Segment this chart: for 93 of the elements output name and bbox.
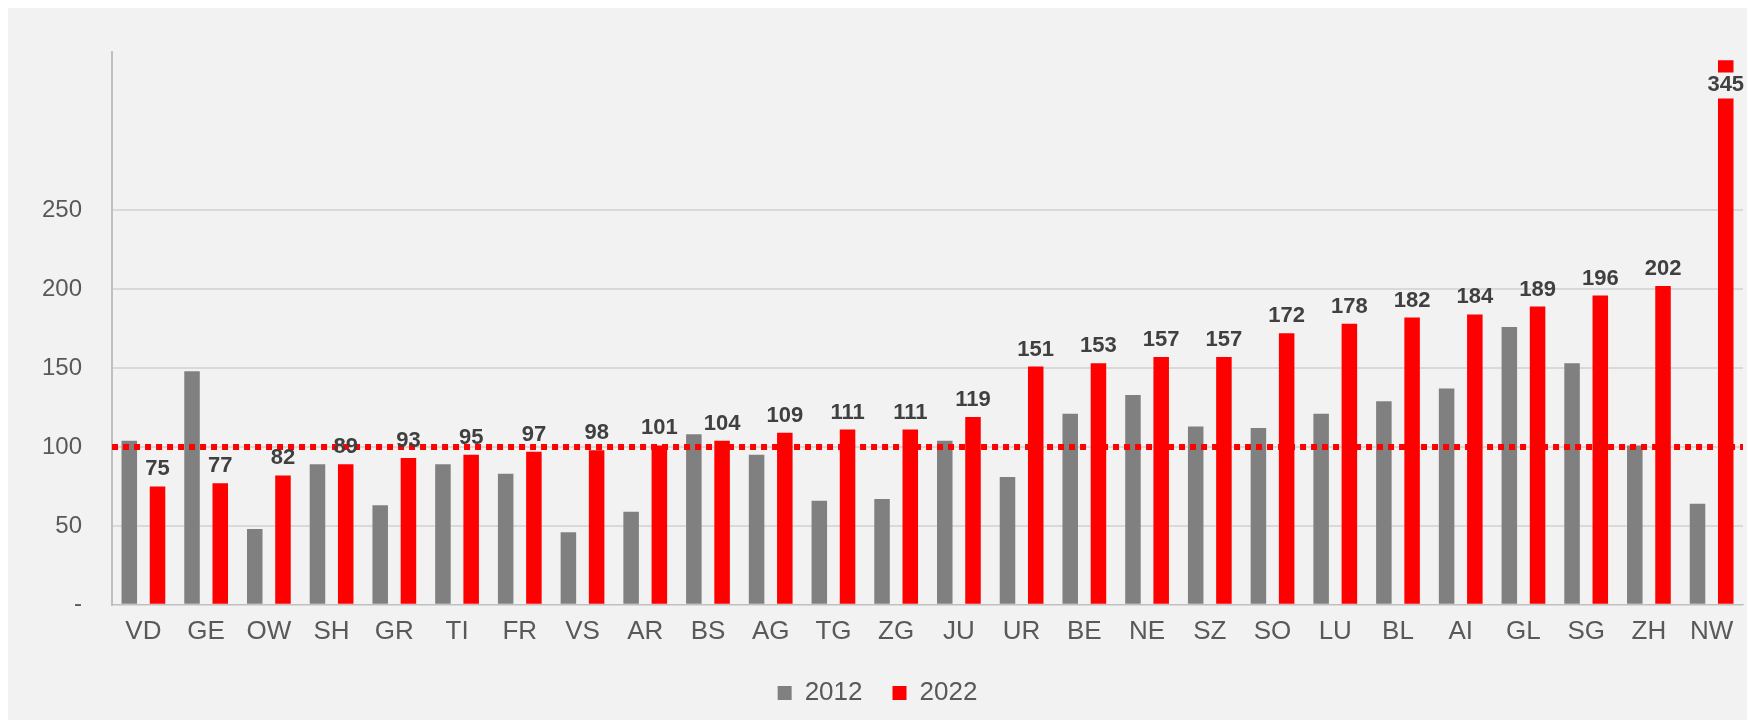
x-tick-label: FR — [502, 614, 538, 645]
data-label: 89 — [333, 433, 358, 459]
bar — [435, 464, 451, 604]
data-label: 93 — [396, 427, 421, 453]
data-label: 345 — [1707, 71, 1745, 97]
bar — [275, 475, 291, 604]
x-tick-label: NW — [1689, 614, 1734, 645]
x-tick-label: OW — [246, 614, 292, 645]
x-tick-label: BS — [690, 614, 726, 645]
bar — [686, 434, 702, 604]
data-label: 101 — [641, 414, 678, 440]
data-label: 189 — [1519, 275, 1556, 301]
data-label: 157 — [1205, 326, 1243, 352]
bar — [560, 532, 577, 604]
x-tick-label: BL — [1382, 614, 1414, 645]
data-label: 77 — [208, 452, 233, 478]
x-tick-label: GL — [1506, 614, 1541, 645]
bar — [1438, 388, 1455, 604]
x-tick-label: LU — [1318, 614, 1352, 645]
bar — [811, 500, 828, 604]
x-tick-label: SO — [1253, 614, 1292, 645]
bar — [1689, 503, 1706, 604]
data-label: 98 — [584, 419, 609, 445]
x-tick-label: NE — [1129, 614, 1166, 645]
data-label: 196 — [1581, 264, 1619, 290]
x-tick-label: ZG — [878, 614, 915, 645]
x-tick-label: VD — [125, 614, 162, 645]
bar — [1564, 363, 1580, 604]
bar — [309, 464, 326, 604]
x-tick-label: JU — [943, 614, 975, 645]
x-tick-label: UR — [1002, 614, 1041, 645]
bar — [1125, 394, 1141, 604]
x-tick-label: SH — [313, 614, 350, 645]
bar — [999, 476, 1016, 604]
data-label: 202 — [1644, 255, 1682, 281]
data-label: 97 — [521, 420, 547, 446]
bar — [372, 505, 388, 604]
bar — [121, 440, 138, 604]
data-label: 178 — [1331, 292, 1368, 318]
x-tick-label: VS — [565, 614, 600, 645]
bar — [212, 483, 229, 604]
y-tick-label: 250 — [42, 194, 83, 222]
data-label: 157 — [1142, 326, 1180, 352]
x-tick-label: BE — [1067, 614, 1102, 645]
x-tick-label: TG — [815, 614, 852, 645]
bar — [246, 529, 263, 604]
data-label: 182 — [1393, 286, 1431, 312]
bar — [497, 473, 514, 604]
bar — [184, 371, 200, 604]
y-tick-label: 50 — [55, 510, 83, 538]
data-label: 184 — [1456, 283, 1494, 309]
bar — [1627, 445, 1643, 604]
bar — [1250, 428, 1267, 604]
x-tick-label: TI — [445, 614, 469, 645]
x-tick-label: AR — [627, 614, 664, 645]
bar — [623, 511, 639, 604]
data-label: 95 — [458, 423, 484, 449]
data-label: 153 — [1080, 332, 1117, 358]
x-tick-label: ZH — [1631, 614, 1667, 645]
x-tick-label: SG — [1567, 614, 1605, 645]
legend-label: 2012 — [804, 676, 863, 707]
y-tick-label: 200 — [42, 273, 83, 301]
bar — [400, 458, 417, 604]
bar — [874, 499, 890, 604]
bar — [1187, 426, 1204, 604]
x-tick-label: AG — [751, 614, 790, 645]
data-label: 119 — [955, 386, 991, 412]
bar — [1062, 413, 1078, 604]
y-tick-label: 150 — [42, 352, 83, 380]
y-tick-label: - — [74, 589, 83, 617]
x-tick-label: GR — [374, 614, 414, 645]
bar — [337, 464, 354, 604]
bar — [526, 451, 542, 604]
y-tick-label: 100 — [42, 431, 83, 459]
legend-label: 2022 — [919, 676, 978, 707]
data-label: 111 — [830, 398, 865, 424]
data-label: 111 — [893, 398, 928, 424]
bar — [748, 454, 765, 604]
data-label: 75 — [145, 455, 170, 481]
x-tick-label: SZ — [1193, 614, 1227, 645]
x-tick-label: GE — [187, 614, 225, 645]
x-tick-label: AI — [1448, 614, 1474, 645]
data-label: 109 — [766, 401, 804, 427]
bar — [149, 486, 166, 604]
data-label: 151 — [1017, 335, 1055, 361]
data-label: 172 — [1268, 302, 1306, 328]
bar — [1313, 413, 1329, 604]
bar — [937, 440, 953, 604]
bar — [1501, 327, 1518, 604]
data-label: 82 — [270, 444, 296, 470]
data-label: 104 — [703, 409, 742, 435]
bar — [1376, 401, 1392, 604]
bar — [463, 454, 479, 604]
